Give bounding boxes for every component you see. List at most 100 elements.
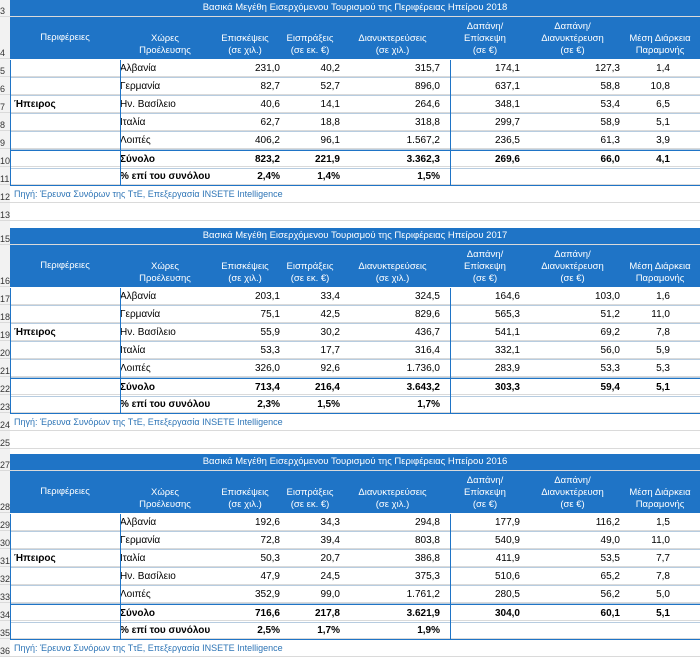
cell-stay[interactable]: 1,6 <box>656 291 670 302</box>
cell-country[interactable]: Ιταλία <box>120 553 146 564</box>
row-number[interactable]: 30 <box>0 531 10 549</box>
row-number[interactable]: 36 <box>0 639 10 657</box>
total-receipts[interactable]: 221,9 <box>314 154 340 165</box>
row-number[interactable]: 20 <box>0 341 10 359</box>
cell-receipts[interactable]: 52,7 <box>320 81 340 92</box>
cell-spv[interactable]: 280,5 <box>494 589 520 600</box>
cell-visits[interactable]: 72,8 <box>260 535 280 546</box>
cell-country[interactable]: Αλβανία <box>120 517 157 528</box>
row-number[interactable]: 11 <box>0 167 10 185</box>
cell-country[interactable]: Ην. Βασίλειο <box>120 571 176 582</box>
cell-country[interactable]: Λοιπές <box>120 589 151 600</box>
cell-country[interactable]: Γερμανία <box>120 81 161 92</box>
cell-receipts[interactable]: 24,5 <box>320 571 340 582</box>
cell-spv[interactable]: 541,1 <box>494 327 520 338</box>
cell-visits[interactable]: 75,1 <box>260 309 280 320</box>
row-number[interactable]: 27 <box>0 454 10 471</box>
row-number[interactable]: 29 <box>0 513 10 531</box>
row-number[interactable]: 32 <box>0 567 10 585</box>
share-visits[interactable]: 2,5% <box>257 625 280 636</box>
cell-spv[interactable]: 236,5 <box>494 135 520 146</box>
cell-spv[interactable]: 177,9 <box>494 517 520 528</box>
cell-stay[interactable]: 1,5 <box>656 517 670 528</box>
share-receipts[interactable]: 1,5% <box>317 399 340 410</box>
total-visits[interactable]: 713,4 <box>254 382 280 393</box>
total-visits[interactable]: 716,6 <box>254 608 280 619</box>
cell-nights[interactable]: 803,8 <box>414 535 440 546</box>
cell-receipts[interactable]: 34,3 <box>320 517 340 528</box>
total-spn[interactable]: 66,0 <box>600 154 620 165</box>
cell-visits[interactable]: 82,7 <box>260 81 280 92</box>
row-number[interactable]: 34 <box>0 603 10 621</box>
cell-spn[interactable]: 58,9 <box>600 117 620 128</box>
cell-visits[interactable]: 203,1 <box>254 291 280 302</box>
cell-spn[interactable]: 116,2 <box>595 517 620 528</box>
cell-spn[interactable]: 69,2 <box>600 327 620 338</box>
total-nights[interactable]: 3.621,9 <box>406 608 440 619</box>
cell-nights[interactable]: 315,7 <box>414 63 440 74</box>
share-receipts[interactable]: 1,4% <box>317 171 340 182</box>
row-number[interactable]: 15 <box>0 228 10 245</box>
row-number[interactable]: 7 <box>0 95 10 113</box>
cell-receipts[interactable]: 39,4 <box>320 535 340 546</box>
row-number[interactable]: 24 <box>0 413 10 431</box>
cell-stay[interactable]: 11,0 <box>651 535 670 546</box>
total-stay[interactable]: 4,1 <box>656 154 670 165</box>
cell-country[interactable]: Ην. Βασίλειο <box>120 327 176 338</box>
cell-receipts[interactable]: 96,1 <box>320 135 340 146</box>
row-number[interactable]: 6 <box>0 77 10 95</box>
row-number[interactable]: 31 <box>0 549 10 567</box>
cell-stay[interactable]: 6,5 <box>656 99 670 110</box>
share-visits[interactable]: 2,3% <box>257 399 280 410</box>
cell-nights[interactable]: 386,8 <box>414 553 440 564</box>
row-number[interactable]: 28 <box>0 471 10 513</box>
cell-country[interactable]: Λοιπές <box>120 135 151 146</box>
total-spv[interactable]: 303,3 <box>494 382 520 393</box>
cell-nights[interactable]: 294,8 <box>414 517 440 528</box>
row-number[interactable]: 18 <box>0 305 10 323</box>
cell-spv[interactable]: 283,9 <box>494 363 520 374</box>
cell-stay[interactable]: 7,8 <box>656 571 670 582</box>
cell-visits[interactable]: 326,0 <box>254 363 280 374</box>
cell-visits[interactable]: 40,6 <box>260 99 280 110</box>
cell-nights[interactable]: 896,0 <box>414 81 440 92</box>
cell-stay[interactable]: 1,4 <box>656 63 670 74</box>
cell-spn[interactable]: 56,0 <box>600 345 620 356</box>
row-number[interactable]: 33 <box>0 585 10 603</box>
cell-receipts[interactable]: 17,7 <box>320 345 340 356</box>
row-number[interactable]: 10 <box>0 149 10 167</box>
cell-country[interactable]: Αλβανία <box>120 291 157 302</box>
cell-spn[interactable]: 65,2 <box>600 571 620 582</box>
row-number[interactable]: 4 <box>0 17 10 59</box>
total-nights[interactable]: 3.362,3 <box>406 154 440 165</box>
cell-nights[interactable]: 436,7 <box>414 327 440 338</box>
cell-country[interactable]: Γερμανία <box>120 309 161 320</box>
cell-nights[interactable]: 318,8 <box>414 117 440 128</box>
cell-receipts[interactable]: 33,4 <box>320 291 340 302</box>
cell-visits[interactable]: 352,9 <box>254 589 280 600</box>
cell-stay[interactable]: 5,1 <box>656 117 670 128</box>
cell-nights[interactable]: 1.567,2 <box>406 135 440 146</box>
share-nights[interactable]: 1,5% <box>417 171 440 182</box>
cell-visits[interactable]: 231,0 <box>254 63 280 74</box>
share-visits[interactable]: 2,4% <box>257 171 280 182</box>
cell-receipts[interactable]: 18,8 <box>320 117 340 128</box>
cell-visits[interactable]: 53,3 <box>260 345 280 356</box>
total-stay[interactable]: 5,1 <box>656 608 670 619</box>
cell-spn[interactable]: 51,2 <box>600 309 620 320</box>
cell-visits[interactable]: 62,7 <box>260 117 280 128</box>
cell-stay[interactable]: 5,9 <box>656 345 670 356</box>
cell-spn[interactable]: 127,3 <box>594 63 620 74</box>
share-nights[interactable]: 1,9% <box>417 625 440 636</box>
cell-stay[interactable]: 11,0 <box>651 309 670 320</box>
share-receipts[interactable]: 1,7% <box>317 625 340 636</box>
total-spv[interactable]: 304,0 <box>494 608 520 619</box>
cell-nights[interactable]: 264,6 <box>414 99 440 110</box>
row-number[interactable]: 21 <box>0 359 10 377</box>
cell-spv[interactable]: 174,1 <box>494 63 520 74</box>
row-number[interactable]: 17 <box>0 287 10 305</box>
cell-country[interactable]: Ην. Βασίλειο <box>120 99 176 110</box>
row-number[interactable]: 35 <box>0 621 10 639</box>
cell-spv[interactable]: 637,1 <box>494 81 520 92</box>
cell-nights[interactable]: 316,4 <box>414 345 440 356</box>
